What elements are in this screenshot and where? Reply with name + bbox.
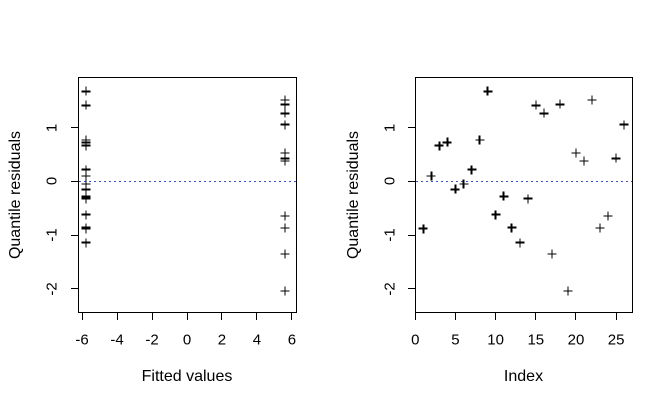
x-axis-tick xyxy=(495,312,497,320)
data-point-marker xyxy=(280,108,290,118)
x-axis-tick xyxy=(151,312,153,320)
x-tick-label: -4 xyxy=(110,331,124,349)
data-point-marker xyxy=(531,100,541,110)
data-point-marker xyxy=(280,120,290,130)
data-point-marker xyxy=(280,211,290,221)
data-point-marker xyxy=(603,211,613,221)
y-tick-label: -2 xyxy=(43,281,61,296)
x-axis-title-right: Index xyxy=(503,368,544,385)
y-axis-tick xyxy=(70,234,78,236)
data-point-marker xyxy=(523,194,533,204)
x-axis-tick xyxy=(186,312,188,320)
x-tick-label: 0 xyxy=(182,331,192,349)
data-point-marker xyxy=(81,194,91,204)
data-point-marker xyxy=(475,135,485,145)
x-axis-tick xyxy=(615,312,617,320)
x-tick-label: 0 xyxy=(411,331,420,349)
data-point-marker xyxy=(426,171,436,181)
data-point-marker xyxy=(81,100,91,110)
y-axis-tick xyxy=(408,288,415,290)
y-axis-tick xyxy=(408,127,415,129)
data-point-marker xyxy=(434,141,444,151)
data-point-marker xyxy=(81,179,91,189)
y-tick-label: -2 xyxy=(381,281,398,296)
y-axis-tick xyxy=(70,288,78,290)
x-axis-tick xyxy=(535,312,537,320)
data-point-marker xyxy=(587,95,597,105)
x-axis-title-left: Fitted values xyxy=(141,368,233,385)
data-point-marker xyxy=(507,223,517,233)
data-point-marker xyxy=(81,165,91,175)
data-point-marker xyxy=(483,86,493,96)
y-axis-title-right: Quantile residuals xyxy=(344,130,362,260)
x-tick-label: 25 xyxy=(607,331,625,349)
x-axis-tick xyxy=(291,312,293,320)
data-point-marker xyxy=(619,120,629,130)
y-tick-label: 0 xyxy=(43,177,61,186)
data-point-marker xyxy=(280,148,290,158)
data-point-marker xyxy=(579,156,589,166)
data-point-marker xyxy=(450,184,460,194)
data-point-marker xyxy=(81,210,91,220)
x-tick-label: 20 xyxy=(567,331,585,349)
data-point-marker xyxy=(491,210,501,220)
data-point-marker xyxy=(499,191,509,201)
x-axis-tick xyxy=(81,312,83,320)
data-point-marker xyxy=(571,148,581,158)
y-axis-tick xyxy=(70,180,78,182)
data-point-marker xyxy=(611,153,621,163)
x-tick-label: 15 xyxy=(527,331,545,349)
data-point-marker xyxy=(280,153,290,163)
y-tick-label: 0 xyxy=(381,177,398,186)
zero-reference-line xyxy=(416,180,632,183)
data-point-marker xyxy=(280,223,290,233)
x-axis-tick xyxy=(414,312,416,320)
x-tick-label: 4 xyxy=(252,331,262,349)
zero-reference-line xyxy=(78,180,296,183)
x-tick-label: 10 xyxy=(487,331,504,349)
x-axis-tick xyxy=(575,312,577,320)
plot-area-fitted-values xyxy=(77,77,297,313)
data-point-marker xyxy=(81,184,91,194)
y-tick-label: -1 xyxy=(381,228,398,242)
x-tick-label: 2 xyxy=(217,331,227,349)
y-tick-label: -1 xyxy=(43,228,61,242)
data-point-marker xyxy=(81,86,91,96)
data-point-marker xyxy=(539,108,549,118)
x-axis-tick xyxy=(116,312,118,320)
data-point-marker xyxy=(81,238,91,248)
x-axis-tick xyxy=(221,312,223,320)
y-axis-tick xyxy=(408,180,415,182)
data-point-marker xyxy=(280,249,290,259)
data-point-marker xyxy=(81,171,91,181)
data-point-marker xyxy=(467,165,477,175)
x-tick-label: 5 xyxy=(451,331,460,349)
x-axis-tick xyxy=(454,312,456,320)
data-point-marker xyxy=(555,99,565,109)
data-point-marker xyxy=(280,286,290,296)
data-point-marker xyxy=(442,137,452,147)
data-point-marker xyxy=(563,286,573,296)
data-point-marker xyxy=(280,95,290,105)
data-point-marker xyxy=(81,223,91,233)
x-tick-label: -2 xyxy=(145,331,159,349)
data-point-marker xyxy=(515,238,525,248)
y-axis-title-left: Quantile residuals xyxy=(7,130,24,260)
y-tick-label: 1 xyxy=(43,123,61,133)
data-point-marker xyxy=(595,223,605,233)
y-axis-tick xyxy=(408,234,415,236)
data-point-marker xyxy=(459,179,468,189)
data-point-marker xyxy=(418,224,428,234)
y-tick-label: 1 xyxy=(381,123,398,133)
plot-area-index xyxy=(415,77,633,313)
y-axis-tick xyxy=(70,127,78,129)
data-point-marker xyxy=(81,135,91,145)
x-tick-label: -6 xyxy=(75,331,89,349)
data-point-marker xyxy=(547,249,557,259)
x-axis-tick xyxy=(256,312,258,320)
x-tick-label: 6 xyxy=(287,331,297,349)
